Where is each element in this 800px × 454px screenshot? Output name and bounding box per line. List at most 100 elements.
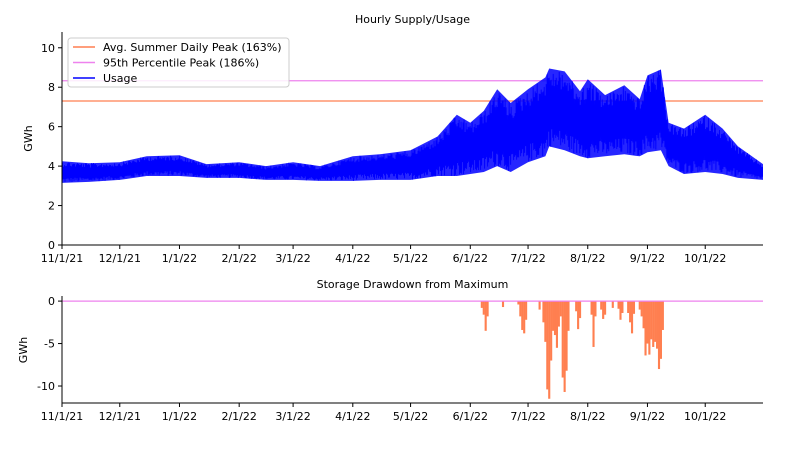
y-tick-label: 2 bbox=[48, 200, 55, 213]
drawdown-bar bbox=[486, 301, 489, 317]
drawdown-bar bbox=[501, 301, 505, 308]
x-tick-label: 2/1/22 bbox=[221, 410, 256, 423]
y-tick-label: 8 bbox=[48, 81, 55, 94]
drawdown-bar bbox=[565, 301, 568, 371]
drawdown-bar bbox=[642, 301, 645, 329]
x-tick-label: 10/1/22 bbox=[684, 410, 726, 423]
drawdown-bar bbox=[521, 301, 524, 330]
drawdown-bar bbox=[553, 301, 557, 336]
drawdown-bar bbox=[567, 301, 570, 331]
drawdown-bar bbox=[650, 301, 653, 340]
drawdown-bar bbox=[600, 301, 603, 310]
drawdown-bar bbox=[629, 301, 632, 323]
x-tick-label: 8/1/22 bbox=[570, 410, 605, 423]
y-axis-label: GWh bbox=[17, 337, 30, 363]
drawdown-bar bbox=[592, 301, 595, 347]
x-tick-label: 2/1/22 bbox=[221, 252, 256, 265]
drawdown-bar bbox=[563, 301, 566, 392]
x-tick-label: 5/1/22 bbox=[393, 252, 428, 265]
drawdown-bar bbox=[619, 301, 622, 320]
drawdown-bar bbox=[654, 301, 657, 342]
y-axis-label: GWh bbox=[22, 125, 35, 151]
x-tick-label: 1/1/22 bbox=[162, 410, 197, 423]
drawdown-bar bbox=[484, 301, 487, 331]
drawdown-bar bbox=[575, 301, 578, 312]
axes: 0 -5 -10 11/1/21 12/1/21 1/1/22 2/1/22 3/1/22 4/… bbox=[37, 295, 763, 423]
drawdown-bar bbox=[617, 301, 620, 309]
drawdown-bar bbox=[523, 301, 526, 334]
drawdown-bar bbox=[552, 301, 555, 331]
drawdown-bar bbox=[630, 301, 634, 334]
drawdown-bar bbox=[577, 301, 580, 330]
drawdown-bar bbox=[559, 301, 562, 317]
y-tick-label: 4 bbox=[48, 160, 55, 173]
storage-drawdown-chart: Storage Drawdown from Maximum GWh 0 -5 -10… bbox=[17, 278, 763, 423]
y-tick-label: -5 bbox=[44, 338, 55, 351]
x-tick-label: 8/1/22 bbox=[570, 252, 605, 265]
chart-title: Hourly Supply/Usage bbox=[355, 13, 470, 26]
drawdown-bar bbox=[550, 301, 553, 361]
drawdown-bar bbox=[480, 301, 483, 308]
drawdown-bar bbox=[640, 301, 643, 317]
drawdown-bar bbox=[627, 301, 630, 313]
x-tick-label: 7/1/22 bbox=[510, 410, 545, 423]
drawdown-bar bbox=[648, 301, 651, 355]
x-tick-label: 12/1/21 bbox=[99, 410, 141, 423]
drawdown-bar bbox=[604, 301, 607, 315]
drawdown-bar bbox=[557, 301, 560, 327]
legend-entry: Usage bbox=[103, 72, 138, 85]
drawdown-bar bbox=[632, 301, 636, 314]
x-tick-label: 12/1/21 bbox=[99, 252, 141, 265]
x-tick-label: 3/1/22 bbox=[275, 410, 310, 423]
drawdown-bar bbox=[517, 301, 520, 305]
x-tick-label: 5/1/22 bbox=[393, 410, 428, 423]
drawdown-bar bbox=[652, 301, 655, 347]
x-tick-label: 3/1/22 bbox=[275, 252, 310, 265]
axes: 0 2 4 6 8 10 11/1/21 12/1/21 1/1/22 2/1/22 3/1/22 4… bbox=[41, 32, 763, 265]
x-tick-label: 4/1/22 bbox=[335, 252, 370, 265]
drawdown-bar bbox=[519, 301, 522, 317]
legend-entry: Avg. Summer Daily Peak (163%) bbox=[103, 41, 282, 54]
x-tick-label: 4/1/22 bbox=[335, 410, 370, 423]
drawdown-bar bbox=[602, 301, 605, 319]
drawdown-bar bbox=[638, 301, 641, 310]
drawdown-bar bbox=[544, 301, 547, 342]
plot-area bbox=[62, 300, 763, 399]
drawdown-bar bbox=[661, 301, 664, 330]
supply-usage-chart: Hourly Supply/Usage GWh 0 2 4 6 8 10 11/1/21 12… bbox=[22, 13, 763, 265]
drawdown-bar bbox=[482, 301, 485, 315]
x-tick-label: 1/1/22 bbox=[162, 252, 197, 265]
x-tick-label: 10/1/22 bbox=[684, 252, 726, 265]
usage-line bbox=[62, 69, 763, 182]
x-tick-label: 11/1/21 bbox=[41, 410, 83, 423]
x-tick-label: 9/1/22 bbox=[630, 410, 665, 423]
x-tick-label: 7/1/22 bbox=[510, 252, 545, 265]
drawdown-bar bbox=[656, 301, 659, 349]
drawdown-bar bbox=[659, 301, 662, 359]
legend-entry: 95th Percentile Peak (186%) bbox=[103, 57, 259, 70]
drawdown-bar bbox=[657, 301, 661, 370]
drawdown-bar bbox=[555, 301, 558, 348]
y-tick-label: -10 bbox=[37, 380, 55, 393]
drawdown-bar bbox=[594, 301, 597, 317]
y-tick-label: 0 bbox=[48, 295, 55, 308]
y-tick-label: 10 bbox=[41, 42, 55, 55]
drawdown-bar bbox=[611, 301, 614, 308]
x-tick-label: 6/1/22 bbox=[453, 252, 488, 265]
x-tick-label: 9/1/22 bbox=[630, 252, 665, 265]
drawdown-bar bbox=[525, 301, 528, 320]
x-tick-label: 11/1/21 bbox=[41, 252, 83, 265]
drawdown-bar bbox=[646, 301, 649, 344]
drawdown-bar bbox=[621, 301, 624, 313]
legend-box bbox=[67, 37, 290, 88]
drawdown-bar bbox=[590, 301, 593, 315]
drawdown-bar bbox=[546, 301, 549, 390]
drawdown-bar bbox=[561, 301, 564, 378]
drawdown-bar bbox=[644, 301, 647, 356]
chart-title: Storage Drawdown from Maximum bbox=[317, 278, 509, 291]
drawdown-bar bbox=[538, 301, 541, 310]
x-tick-label: 6/1/22 bbox=[453, 410, 488, 423]
legend: Avg. Summer Daily Peak (163%) 95th Percen… bbox=[67, 37, 290, 88]
